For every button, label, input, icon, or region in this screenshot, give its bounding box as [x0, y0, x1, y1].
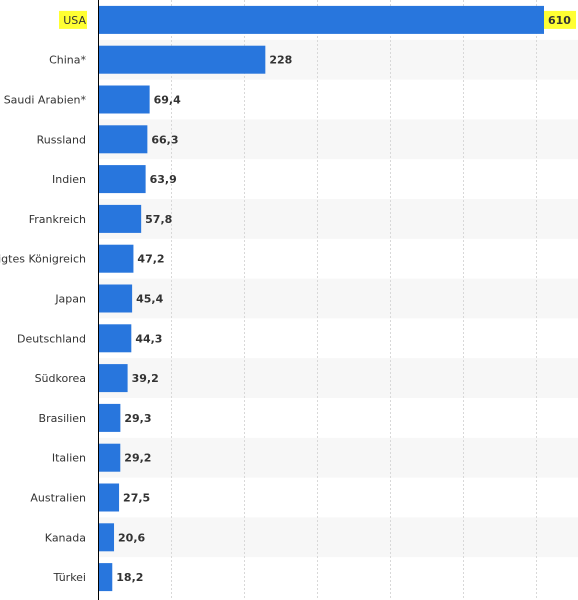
row-band [98, 119, 578, 160]
row-band [98, 517, 578, 558]
row-bands [98, 39, 578, 558]
value-label: 63,9 [150, 173, 177, 186]
category-label: USA [63, 14, 86, 27]
category-label: Frankreich [29, 213, 86, 226]
bar [99, 125, 148, 154]
bar [99, 284, 133, 313]
value-label: 39,2 [132, 372, 159, 385]
value-label: 20,6 [118, 531, 145, 544]
category-label: Saudi Arabien* [4, 94, 87, 107]
value-highlight [544, 10, 576, 29]
category-label: Australien [30, 492, 86, 505]
bar [99, 483, 120, 512]
value-label: 27,5 [123, 492, 150, 505]
category-label: Deutschland [17, 332, 86, 345]
category-label: Brasilien [39, 412, 86, 425]
category-label: Russland [37, 133, 86, 146]
value-label: 610 [548, 14, 571, 27]
category-label: Kanada [45, 531, 86, 544]
bar [99, 5, 544, 34]
value-label: 29,3 [124, 412, 151, 425]
value-label: 66,3 [151, 133, 178, 146]
bar [99, 364, 128, 393]
row-band [98, 437, 578, 478]
category-label: Italien [52, 452, 86, 465]
category-label: China* [49, 54, 86, 67]
value-label: 29,2 [124, 452, 151, 465]
value-label: 45,4 [136, 293, 163, 306]
bars [99, 5, 544, 592]
bar [99, 443, 121, 472]
bar [99, 165, 146, 194]
bar [99, 45, 266, 74]
category-label: Türkei [52, 571, 86, 584]
row-band [98, 358, 578, 398]
gridlines [171, 0, 537, 600]
category-label: Indien [52, 173, 86, 186]
row-band [98, 199, 578, 239]
bar [99, 523, 115, 552]
bar [99, 204, 142, 233]
value-label: 228 [269, 54, 292, 67]
bar [99, 244, 134, 273]
row-band [98, 278, 578, 319]
value-label: 47,2 [137, 253, 164, 266]
labels: USA 610 China* 228 Saudi Arabien* 69,4 Russlan… [0, 14, 571, 584]
value-label: 69,4 [154, 94, 181, 107]
value-label: 44,3 [135, 332, 162, 345]
bar [99, 85, 150, 114]
bar [99, 563, 113, 592]
bar [99, 324, 132, 353]
highlights [59, 10, 576, 29]
bar [99, 403, 121, 432]
category-label: Japan [54, 293, 86, 306]
category-label: Südkorea [35, 372, 86, 385]
category-label: Vereinigtes Königreich [0, 253, 86, 266]
category-highlight [59, 10, 87, 29]
value-label: 18,2 [116, 571, 143, 584]
value-label: 57,8 [145, 213, 172, 226]
